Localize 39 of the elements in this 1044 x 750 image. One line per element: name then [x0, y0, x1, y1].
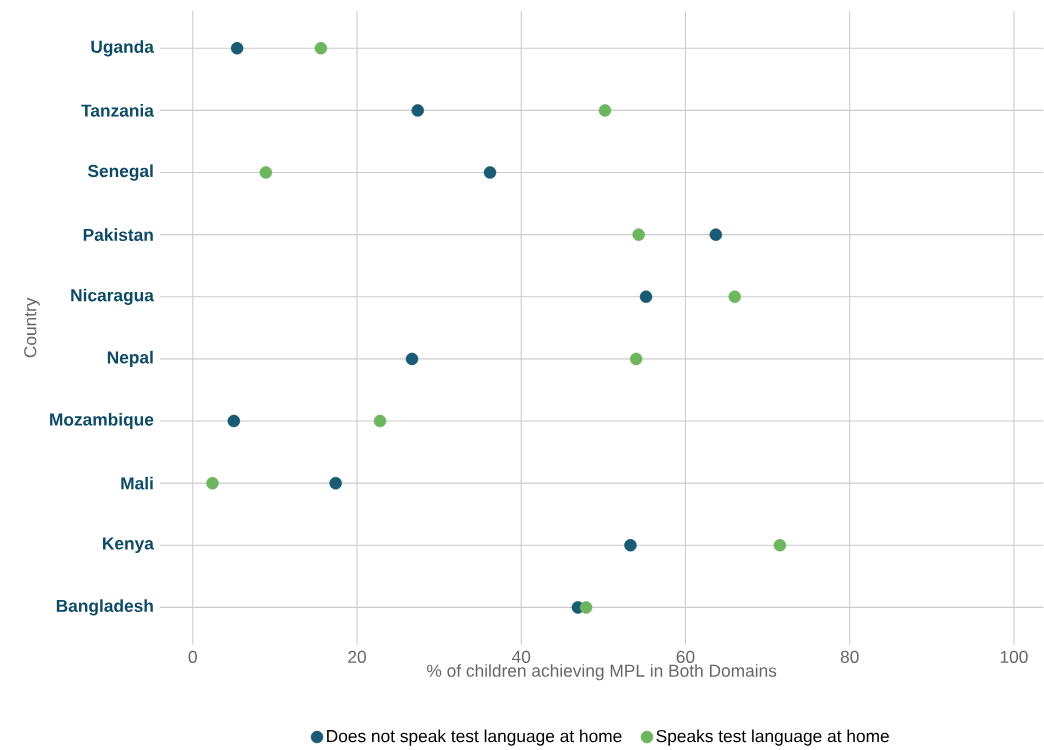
- point: [624, 539, 637, 552]
- point: [632, 228, 645, 241]
- point: [709, 228, 723, 241]
- point: [230, 42, 244, 55]
- point: [314, 42, 328, 55]
- point: [227, 414, 241, 428]
- y-axis-title: Country: [24, 297, 40, 358]
- x-axis-title: % of children achieving MPL in Both Domains: [427, 664, 777, 681]
- point: [329, 476, 342, 490]
- x-tick-label: 100: [1000, 650, 1028, 663]
- point: [405, 352, 419, 366]
- y-tick-label: Pakistan: [83, 228, 153, 242]
- y-tick-label: Nicaragua: [71, 288, 154, 305]
- point: [629, 352, 643, 366]
- point: [639, 290, 653, 304]
- y-tick-label: Uganda: [91, 40, 154, 57]
- y-tick-label: Kenya: [103, 537, 154, 554]
- y-tick-label: Mozambique: [50, 412, 154, 430]
- x-tick-label: 0: [188, 650, 197, 663]
- point: [259, 166, 273, 179]
- point: [373, 414, 387, 428]
- y-tick-label: Bangladesh: [56, 599, 153, 616]
- point: [728, 290, 741, 304]
- y-tick-label: Senegal: [87, 164, 153, 181]
- point: [579, 601, 593, 614]
- point: [773, 539, 787, 552]
- x-tick-label: 40: [511, 650, 531, 663]
- point: [598, 104, 612, 117]
- x-tick-label: 60: [676, 650, 695, 663]
- point: [483, 166, 497, 179]
- legend-label: Speaks test language at home: [656, 729, 889, 746]
- y-tick-label: Tanzania: [81, 104, 154, 117]
- y-tick-label: Nepal: [107, 350, 153, 367]
- y-tick-label: Mali: [121, 476, 153, 490]
- point: [206, 476, 219, 490]
- x-tick-label: 80: [840, 650, 859, 663]
- legend-label: Does not speak test language at home: [327, 729, 622, 746]
- point: [411, 104, 425, 117]
- x-tick-label: 20: [348, 650, 366, 663]
